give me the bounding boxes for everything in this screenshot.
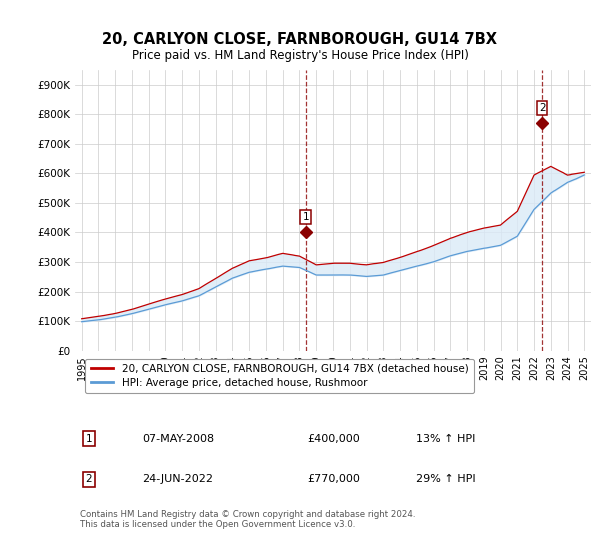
Text: Price paid vs. HM Land Registry's House Price Index (HPI): Price paid vs. HM Land Registry's House … [131, 49, 469, 63]
Text: 1: 1 [302, 212, 309, 222]
Legend: 20, CARLYON CLOSE, FARNBOROUGH, GU14 7BX (detached house), HPI: Average price, d: 20, CARLYON CLOSE, FARNBOROUGH, GU14 7BX… [85, 358, 474, 393]
Text: £770,000: £770,000 [307, 474, 360, 484]
Text: 1: 1 [85, 433, 92, 444]
Text: 24-JUN-2022: 24-JUN-2022 [142, 474, 213, 484]
Text: 2: 2 [539, 103, 545, 113]
Text: 20, CARLYON CLOSE, FARNBOROUGH, GU14 7BX: 20, CARLYON CLOSE, FARNBOROUGH, GU14 7BX [103, 32, 497, 46]
Text: 2: 2 [85, 474, 92, 484]
Text: 07-MAY-2008: 07-MAY-2008 [142, 433, 214, 444]
Text: 29% ↑ HPI: 29% ↑ HPI [416, 474, 475, 484]
Text: £400,000: £400,000 [307, 433, 360, 444]
Text: Contains HM Land Registry data © Crown copyright and database right 2024.
This d: Contains HM Land Registry data © Crown c… [80, 510, 416, 529]
Text: 13% ↑ HPI: 13% ↑ HPI [416, 433, 475, 444]
